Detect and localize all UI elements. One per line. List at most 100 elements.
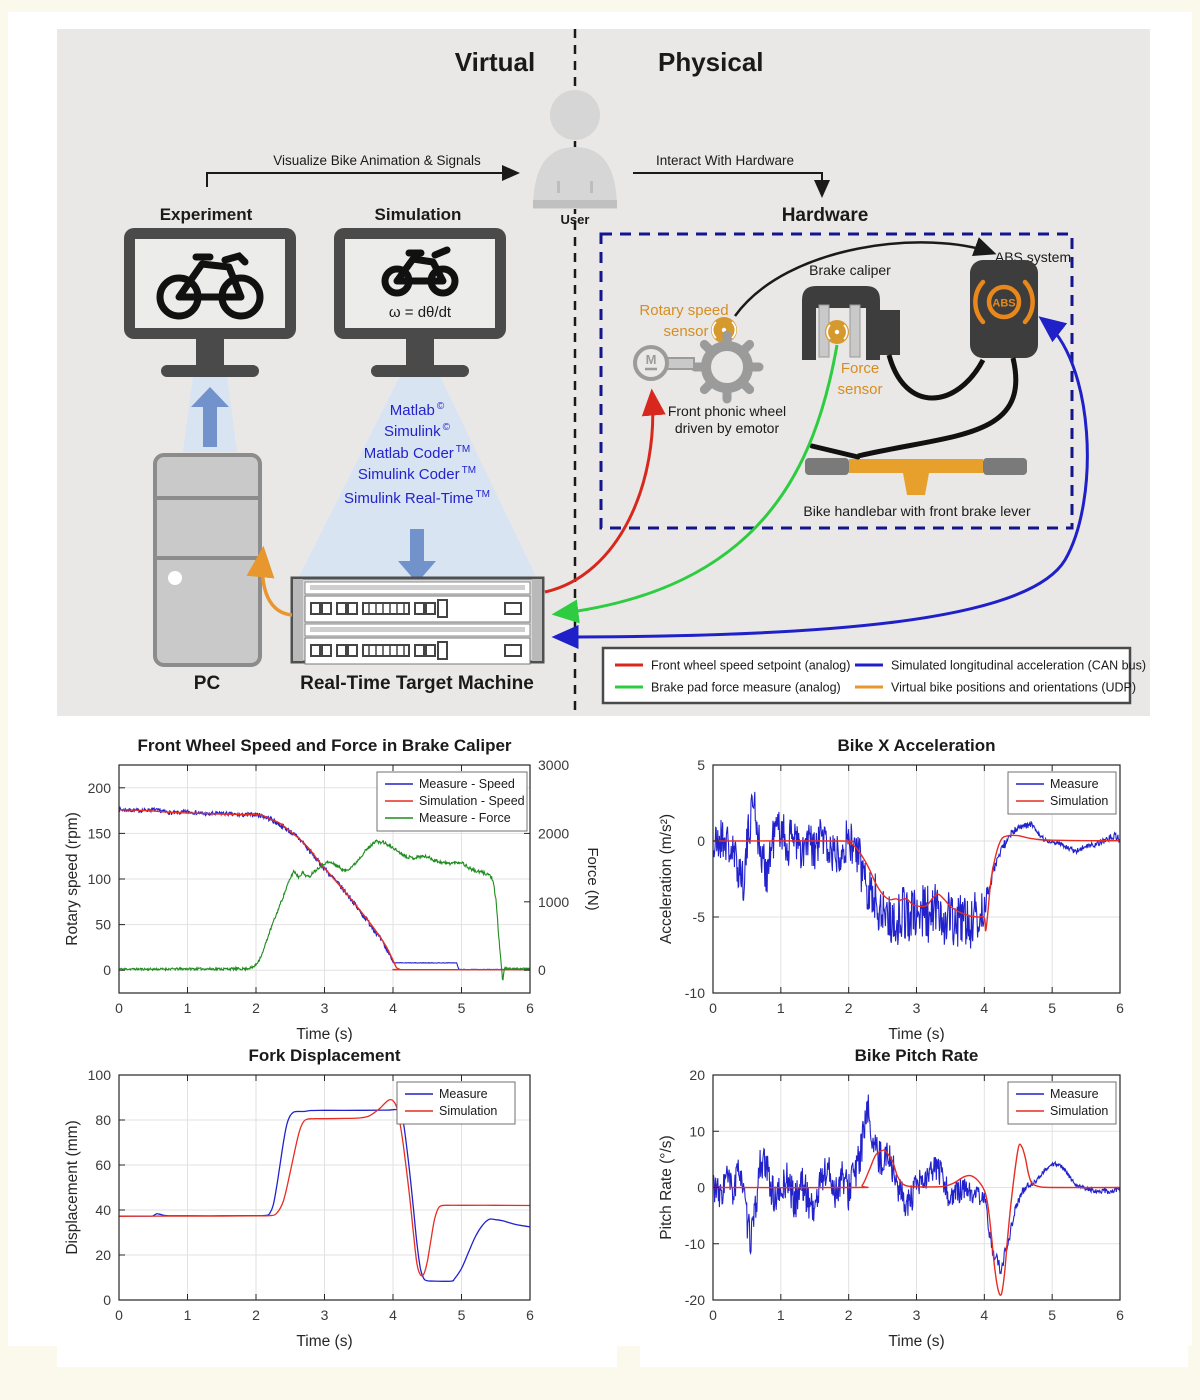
svg-text:Front wheel speed setpoint (an: Front wheel speed setpoint (analog) xyxy=(651,659,850,673)
rotary-sensor-label-2: sensor xyxy=(663,323,708,340)
hardware-dashed-box xyxy=(599,232,1074,530)
chart-title: Bike X Acceleration xyxy=(837,736,995,755)
svg-text:5: 5 xyxy=(1048,1000,1056,1016)
experiment-animation-label-1: Experiment xyxy=(160,205,253,224)
model-to-target-beam xyxy=(295,376,540,585)
hardware-label: Hardware xyxy=(782,205,869,226)
svg-text:200: 200 xyxy=(88,780,112,796)
y-axis-label: Displacement (mm) xyxy=(64,1120,81,1254)
force-sensor-label-2: sensor xyxy=(837,381,882,398)
svg-text:Simulated longitudinal acceler: Simulated longitudinal acceleration (CAN… xyxy=(891,659,1146,673)
svg-text:4: 4 xyxy=(389,1307,397,1323)
x-axis-label: Time (s) xyxy=(296,1333,352,1350)
virtual-title: Virtual xyxy=(455,47,535,77)
handlebar-label: Bike handlebar with front brake lever xyxy=(803,503,1031,519)
svg-text:1000: 1000 xyxy=(538,894,569,910)
visualize-arrow xyxy=(206,165,520,187)
svg-text:0: 0 xyxy=(709,1000,717,1016)
svg-text:Brake pad force measure (analo: Brake pad force measure (analog) xyxy=(651,681,841,695)
phonic-wheel-label-2: driven by emotor xyxy=(675,420,780,436)
chart-title: Bike Pitch Rate xyxy=(855,1046,979,1065)
system-diagram: Virtual Physical User Visualize Bike Ani… xyxy=(57,29,1150,716)
upload-arrow-icon xyxy=(191,387,229,447)
pc-tower xyxy=(153,453,262,667)
svg-text:Simulation: Simulation xyxy=(1050,1104,1108,1118)
series-measure xyxy=(712,1094,1121,1275)
svg-text:6: 6 xyxy=(526,1307,534,1323)
svg-text:6: 6 xyxy=(526,1000,534,1016)
svg-text:-5: -5 xyxy=(693,909,706,925)
chart-x-acceleration: 0 1 2 3 4 5 6 -10 -5 0 5 Bike X Acceleration Time (s… xyxy=(640,728,1188,1053)
interact-arrow-label: Interact With Hardware xyxy=(656,153,794,168)
svg-text:Simulation: Simulation xyxy=(1050,794,1108,808)
svg-text:5: 5 xyxy=(1048,1307,1056,1323)
phonic-wheel-label-1: Front phonic wheel xyxy=(668,403,786,419)
svg-text:0: 0 xyxy=(697,1180,705,1196)
svg-text:20: 20 xyxy=(689,1067,705,1083)
svg-text:20: 20 xyxy=(95,1247,111,1263)
x-axis-label: Time (s) xyxy=(296,1026,352,1043)
abs-unit: ABS xyxy=(970,260,1038,358)
target-machine-label: Real-Time Target Machine xyxy=(300,673,534,694)
signal-udp-positions xyxy=(246,545,293,617)
svg-text:2: 2 xyxy=(845,1000,853,1016)
svg-text:3000: 3000 xyxy=(538,757,569,773)
series-simulation xyxy=(712,834,1121,932)
series-simulation xyxy=(712,1143,1121,1297)
svg-text:-10: -10 xyxy=(685,985,705,1001)
svg-text:4: 4 xyxy=(980,1000,988,1016)
software-item: Matlab Coder TM xyxy=(364,444,471,462)
svg-text:2: 2 xyxy=(845,1307,853,1323)
svg-text:1: 1 xyxy=(184,1000,192,1016)
brake-caliper-label: Brake caliper xyxy=(809,262,891,278)
svg-text:6: 6 xyxy=(1116,1000,1124,1016)
chart-pitch-rate: 0 1 2 3 4 5 6 -20 -10 0 10 20 Bike Pitch Rate Time (s… xyxy=(640,1042,1188,1367)
svg-text:150: 150 xyxy=(88,825,112,841)
svg-text:0: 0 xyxy=(709,1307,717,1323)
cable-sensor-to-abs xyxy=(733,237,997,317)
svg-text:0: 0 xyxy=(697,833,705,849)
svg-text:3: 3 xyxy=(913,1000,921,1016)
svg-text:-10: -10 xyxy=(685,1236,705,1252)
svg-text:4: 4 xyxy=(980,1307,988,1323)
bike-model-icon xyxy=(381,246,459,297)
svg-text:Simulation - Speed: Simulation - Speed xyxy=(419,794,525,808)
software-stack: Matlab © Simulink © Matlab Coder TM Simulink C… xyxy=(344,401,490,507)
chart-title: Fork Displacement xyxy=(248,1046,400,1065)
svg-text:Measure - Speed: Measure - Speed xyxy=(419,777,515,791)
motor-letter: M xyxy=(646,352,657,367)
bike-animation-icon xyxy=(156,252,264,320)
svg-text:100: 100 xyxy=(88,1067,112,1083)
svg-text:Virtual bike positions and ori: Virtual bike positions and orientations … xyxy=(891,681,1136,695)
svg-text:5: 5 xyxy=(697,757,705,773)
svg-text:5: 5 xyxy=(458,1307,466,1323)
series-measure-force xyxy=(118,839,531,981)
signal-can-acceleration xyxy=(551,316,1089,649)
user-label: User xyxy=(561,212,590,227)
visualize-arrow-label: Visualize Bike Animation & Signals xyxy=(273,153,481,168)
software-item: Matlab © xyxy=(390,401,445,419)
svg-text:100: 100 xyxy=(88,871,112,887)
deploy-arrow-icon xyxy=(398,529,436,583)
force-sensor-label-1: Force xyxy=(841,360,879,377)
svg-text:1: 1 xyxy=(777,1307,785,1323)
svg-text:0: 0 xyxy=(103,962,111,978)
simulation-model-label-1: Simulation xyxy=(375,205,462,224)
x-axis-label: Time (s) xyxy=(888,1333,944,1350)
chart-title: Front Wheel Speed and Force in Brake Cal… xyxy=(137,736,511,755)
svg-text:0: 0 xyxy=(115,1307,123,1323)
y-axis-label: Acceleration (m/s²) xyxy=(658,814,675,944)
chart-legend xyxy=(1007,1081,1117,1125)
svg-text:5: 5 xyxy=(458,1000,466,1016)
chart-legend xyxy=(1007,771,1117,815)
software-item: Simulink © xyxy=(384,422,451,440)
svg-text:1: 1 xyxy=(777,1000,785,1016)
force-sensor-icon xyxy=(825,320,849,344)
svg-text:60: 60 xyxy=(95,1157,111,1173)
svg-text:6: 6 xyxy=(1116,1307,1124,1323)
software-item: Simulink Real-Time TM xyxy=(344,489,490,507)
abs-icon-text: ABS xyxy=(992,298,1015,310)
svg-text:0: 0 xyxy=(115,1000,123,1016)
physical-title: Physical xyxy=(658,47,764,77)
